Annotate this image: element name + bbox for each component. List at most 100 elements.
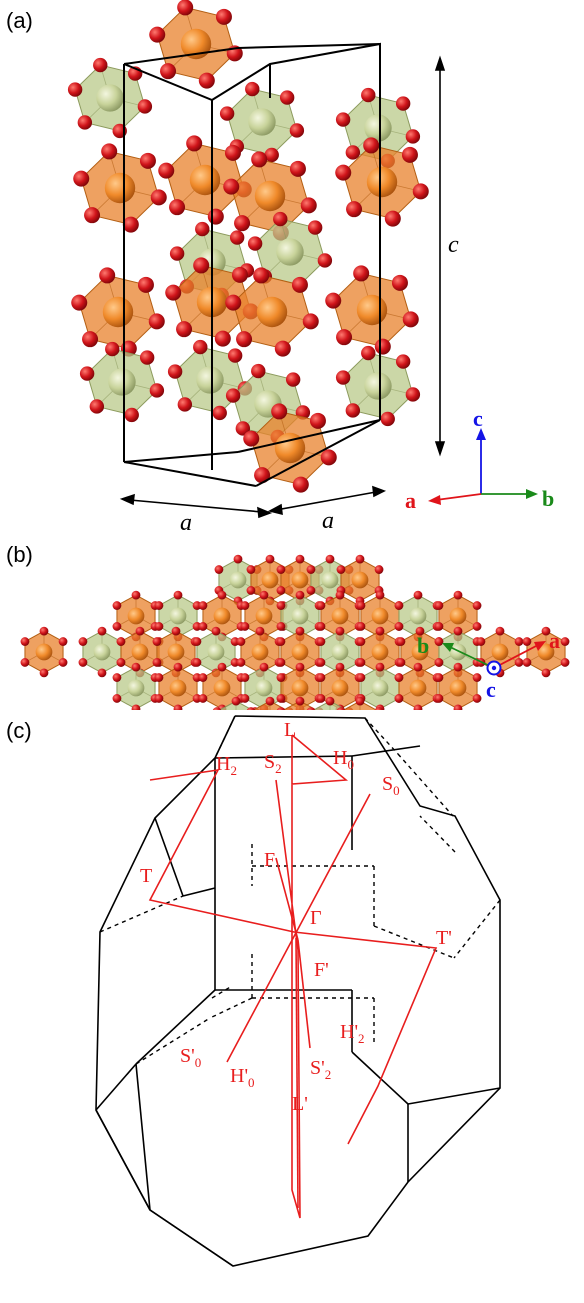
oxygen-atom bbox=[137, 99, 153, 114]
orange-octahedron bbox=[325, 265, 419, 355]
oxygen-atom bbox=[356, 658, 366, 667]
oxygen-atom bbox=[361, 345, 376, 361]
oxygen-atom bbox=[160, 63, 177, 80]
oxygen-atom bbox=[273, 211, 288, 227]
oxygen-atom bbox=[198, 601, 208, 610]
label-T: T bbox=[140, 865, 152, 887]
oxygen-atom bbox=[295, 590, 305, 600]
oxygen-atom bbox=[453, 590, 463, 600]
orange-cation bbox=[256, 296, 288, 328]
oxygen-atom bbox=[116, 658, 126, 667]
bz-hidden-edges bbox=[99, 715, 501, 1065]
oxygen-atom bbox=[395, 96, 411, 111]
oxygen-atom bbox=[335, 590, 345, 600]
oxygen-atom bbox=[149, 26, 166, 43]
oxygen-atom bbox=[251, 151, 268, 168]
oxygen-atom bbox=[243, 430, 260, 447]
oxygen-atom bbox=[514, 637, 524, 646]
oxygen-atom bbox=[402, 311, 419, 328]
lattice-c-arrow bbox=[434, 55, 446, 457]
lattice-a-arrow-left bbox=[119, 493, 273, 519]
oxygen-atom bbox=[198, 622, 208, 631]
oxygen-atom bbox=[39, 626, 49, 636]
green-cation bbox=[207, 643, 225, 661]
oxygen-atom bbox=[152, 637, 162, 646]
oxygen-atom bbox=[254, 467, 271, 484]
oxygen-atom bbox=[353, 265, 370, 282]
oxygen-atom bbox=[84, 207, 101, 224]
orange-octahedron bbox=[394, 662, 442, 714]
panel-c-label: (c) bbox=[6, 718, 32, 743]
oxygen-atom bbox=[264, 147, 279, 163]
oxygen-atom bbox=[236, 331, 253, 348]
oxygen-atom bbox=[325, 292, 342, 309]
oxygen-atom bbox=[434, 694, 444, 703]
oxygen-atom bbox=[77, 115, 93, 130]
green-cation bbox=[364, 372, 392, 400]
oxygen-atom bbox=[271, 403, 288, 420]
label-H0: H0 bbox=[333, 747, 354, 772]
brillouin-zone-figure: L S2 H2 H0 S0 F T Γ T' F' H'2 S'0 H'0 S'… bbox=[95, 715, 501, 1267]
orange-cation bbox=[261, 571, 279, 589]
oxygen-atom bbox=[225, 388, 241, 403]
green-octahedron bbox=[79, 341, 165, 423]
oxygen-atom bbox=[374, 338, 391, 355]
axis-b-label-b: b bbox=[417, 633, 429, 658]
oxygen-atom bbox=[300, 197, 317, 214]
oxygen-atom bbox=[253, 267, 270, 284]
oxygen-atom bbox=[412, 183, 429, 200]
orange-cation bbox=[449, 679, 467, 697]
oxygen-atom bbox=[149, 383, 165, 398]
green-octahedron bbox=[276, 590, 324, 642]
label-Gamma: Γ bbox=[310, 907, 322, 929]
oxygen-atom bbox=[78, 658, 88, 667]
oxygen-atom bbox=[289, 123, 305, 138]
orange-octahedron bbox=[225, 267, 319, 357]
oxygen-atom bbox=[380, 411, 395, 427]
oxygen-atom bbox=[394, 622, 404, 631]
oxygen-atom bbox=[20, 658, 30, 667]
green-octahedron bbox=[192, 626, 240, 678]
oxygen-atom bbox=[413, 662, 423, 672]
label-S2prime: S'2 bbox=[310, 1057, 331, 1082]
oxygen-atom bbox=[356, 637, 366, 646]
oxygen-atom bbox=[211, 626, 221, 636]
oxygen-atom bbox=[186, 135, 203, 152]
orange-cation bbox=[331, 679, 349, 697]
green-cation bbox=[291, 607, 309, 625]
panel-a-label: (a) bbox=[6, 8, 33, 33]
oxygen-atom bbox=[384, 210, 401, 227]
green-octahedron bbox=[240, 662, 288, 714]
oxygen-atom bbox=[306, 586, 316, 595]
oxygen-atom bbox=[316, 694, 326, 703]
orange-octahedron bbox=[316, 590, 364, 642]
oxygen-atom bbox=[167, 364, 183, 379]
label-Tprime: T' bbox=[436, 927, 452, 949]
axis-a-label-b: a bbox=[549, 628, 560, 653]
oxygen-atom bbox=[139, 350, 155, 365]
oxygen-atom bbox=[276, 673, 286, 682]
oxygen-atom bbox=[171, 626, 181, 636]
green-octahedron bbox=[219, 81, 305, 163]
oxygen-atom bbox=[105, 341, 120, 357]
oxygen-atom bbox=[434, 622, 444, 631]
oxygen-atom bbox=[225, 294, 242, 311]
oxygen-atom bbox=[434, 658, 444, 667]
oxygen-atom bbox=[246, 565, 256, 574]
oxygen-atom bbox=[139, 152, 156, 169]
oxygen-atom bbox=[336, 329, 353, 346]
oxygen-atom bbox=[522, 637, 532, 646]
oxygen-atom bbox=[394, 673, 404, 682]
orange-cation bbox=[131, 643, 149, 661]
oxygen-atom bbox=[316, 673, 326, 682]
orange-cation bbox=[127, 607, 145, 625]
orange-cation bbox=[491, 643, 509, 661]
oxygen-atom bbox=[396, 658, 406, 667]
oxygen-atom bbox=[71, 294, 88, 311]
orange-cation bbox=[371, 607, 389, 625]
oxygen-atom bbox=[302, 313, 319, 330]
oxygen-atom bbox=[401, 146, 418, 163]
oxygen-atom bbox=[325, 554, 335, 564]
oxygen-atom bbox=[405, 129, 421, 144]
axis-b-label: b bbox=[542, 486, 554, 511]
